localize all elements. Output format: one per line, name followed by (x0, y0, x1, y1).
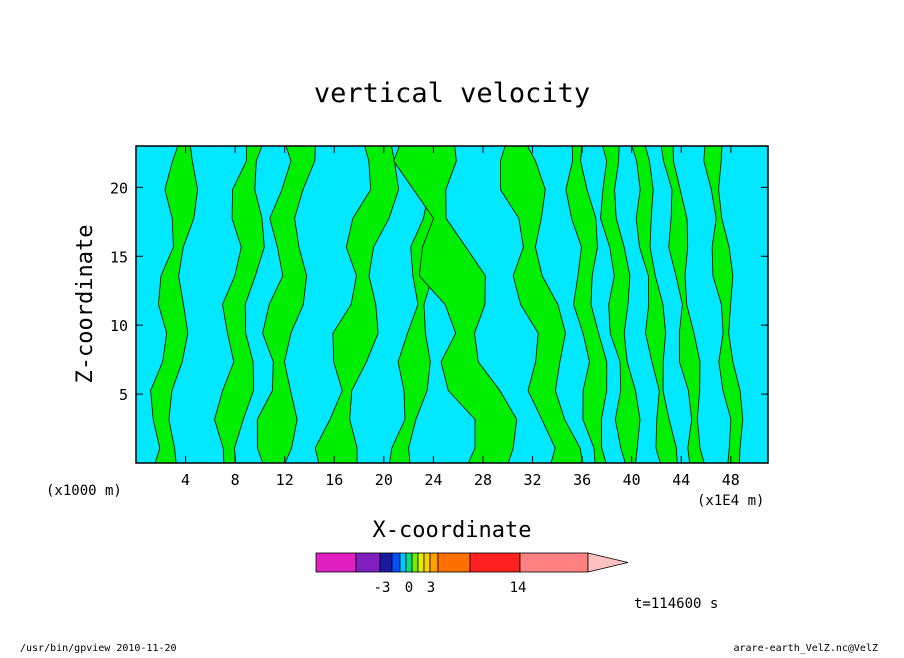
x-tick-label: 32 (524, 471, 542, 489)
x-tick-label: 48 (722, 471, 740, 489)
y-tick-label: 20 (110, 179, 128, 197)
x-axis-label: X-coordinate (373, 518, 532, 543)
updraft-band (631, 146, 678, 463)
colorbar-segment (355, 552, 381, 573)
x-tick-label: 40 (623, 471, 641, 489)
colorbar-extension (587, 552, 629, 573)
colorbar-label: 14 (510, 580, 527, 596)
colorbar-segment (379, 552, 393, 573)
x-tick-label: 24 (424, 471, 442, 489)
chart-title: vertical velocity (314, 78, 590, 109)
colorbar-segment (411, 552, 419, 573)
colorbar-segment (429, 552, 439, 573)
y-tick-label: 15 (110, 248, 128, 266)
colorbar-segment (423, 552, 431, 573)
x-tick-label: 20 (375, 471, 393, 489)
y-tick-label: 5 (119, 386, 128, 404)
colorbar-segment (405, 552, 413, 573)
x-unit-right: (x1E4 m) (697, 493, 764, 509)
updraft-band (703, 146, 744, 463)
colorbar: -3 0 3 14 (315, 552, 629, 596)
updraft-band (214, 146, 265, 463)
updraft-band (565, 146, 608, 463)
colorbar-segment (391, 552, 401, 573)
colorbar-segment (417, 552, 425, 573)
updraft-band (314, 146, 400, 463)
x-unit-left: (x1000 m) (46, 483, 122, 499)
time-label: t=114600 s (634, 596, 718, 612)
x-tick-label: 4 (181, 471, 190, 489)
y-tick-label: 10 (110, 317, 128, 335)
x-tick-label: 28 (474, 471, 492, 489)
footer-right: arare-earth_VelZ.nc@VelZ (734, 643, 879, 654)
colorbar-segment (469, 552, 521, 573)
colorbar-segment (399, 552, 407, 573)
colorbar-label: 3 (427, 580, 435, 596)
x-tick-label: 16 (325, 471, 343, 489)
colorbar-label: -3 (374, 580, 391, 596)
plot-frame (135, 145, 769, 464)
plot-area (136, 146, 768, 463)
x-tick-label: 36 (573, 471, 591, 489)
colorbar-segment (519, 552, 589, 573)
updraft-band (256, 146, 316, 463)
updraft-band (600, 146, 641, 463)
updraft-band (500, 146, 584, 463)
x-tick-label: 8 (231, 471, 240, 489)
colorbar-segment (437, 552, 471, 573)
colorbar-segment (315, 552, 357, 573)
x-tick-label: 44 (672, 471, 690, 489)
updraft-band (393, 146, 518, 463)
x-tick-label: 12 (276, 471, 294, 489)
footer-left: /usr/bin/gpview 2010-11-20 (20, 643, 177, 654)
updraft-band (150, 146, 199, 463)
y-axis-label: Z-coordinate (73, 225, 98, 384)
colorbar-label: 0 (405, 580, 413, 596)
updraft-band (660, 146, 705, 463)
